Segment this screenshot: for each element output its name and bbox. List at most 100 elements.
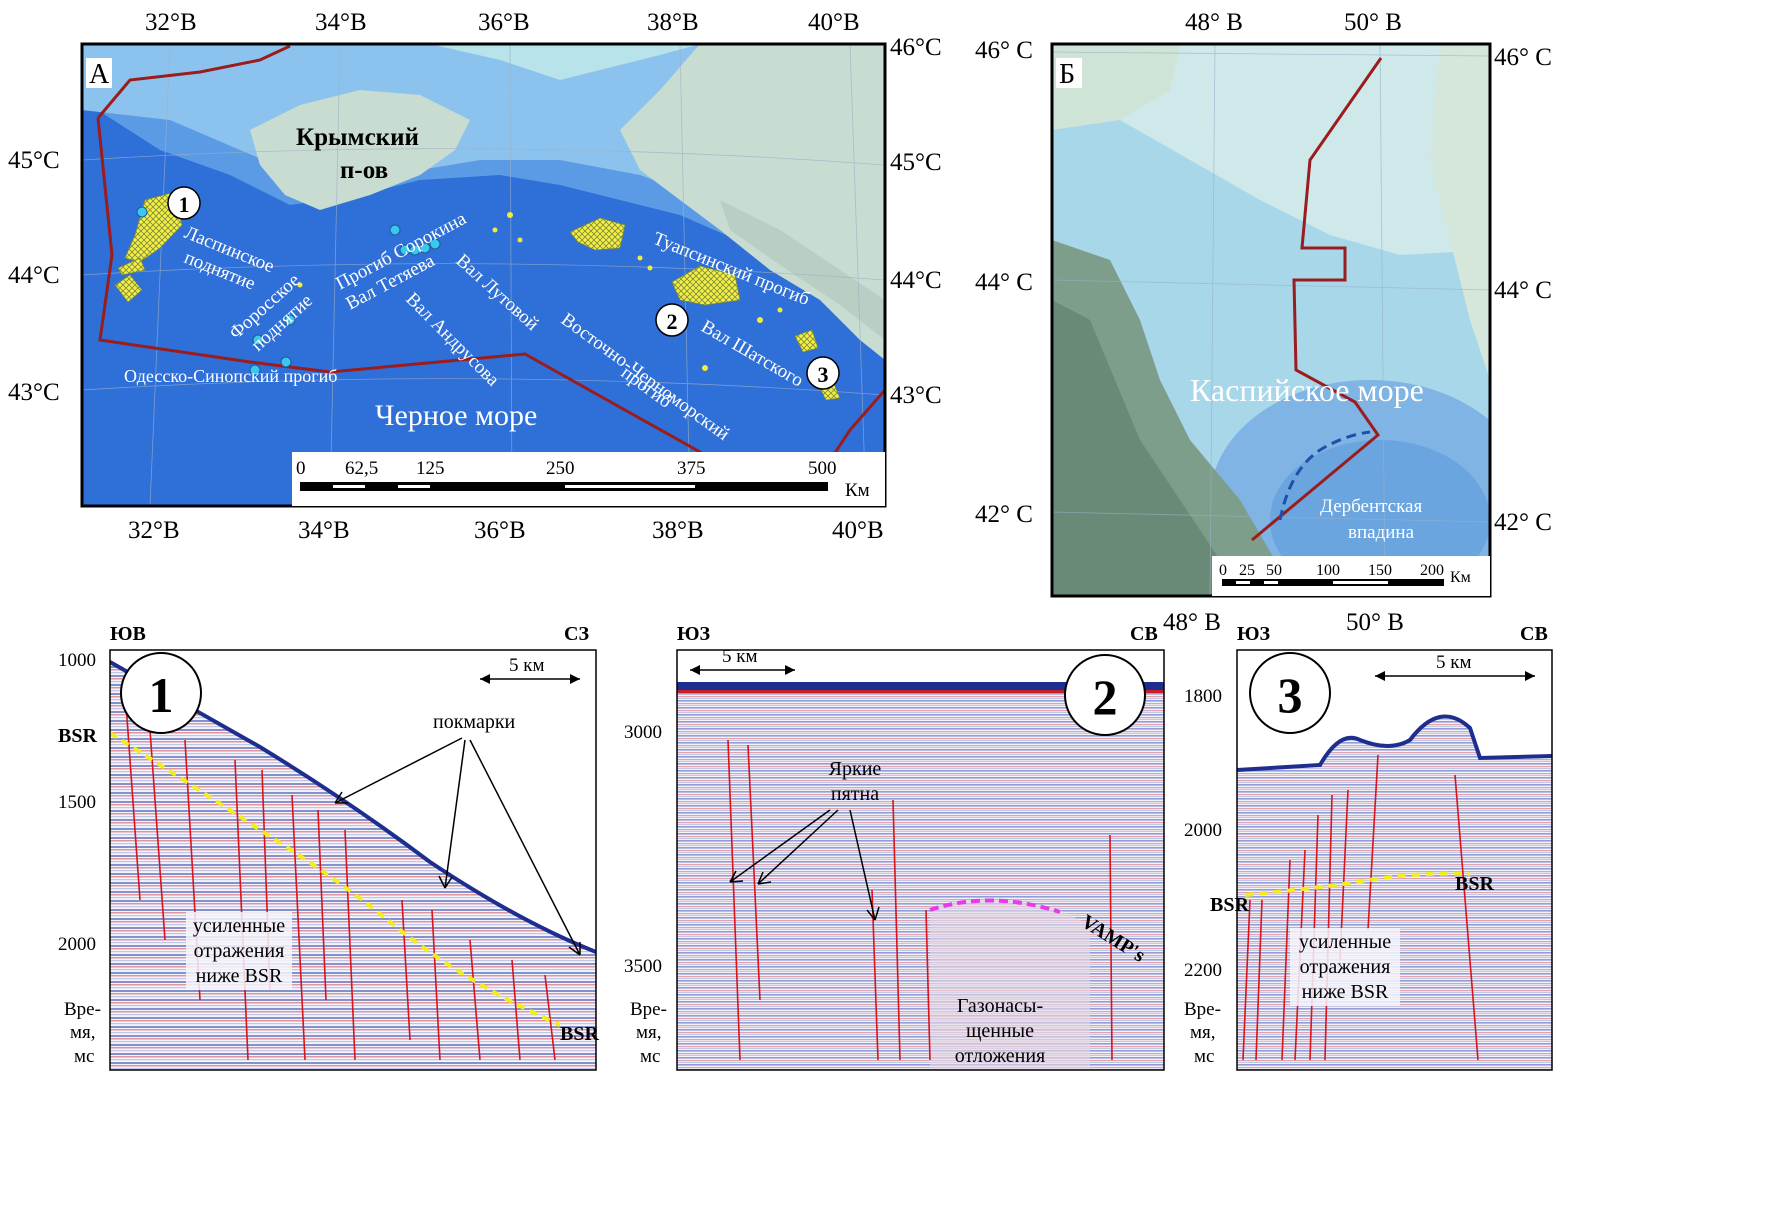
- profile-2-bright-2: пятна: [831, 783, 879, 805]
- profile-3-dir-left: ЮЗ: [1237, 623, 1271, 645]
- profile-3-scale: 5 км: [1375, 652, 1535, 681]
- profile-2-dir-right: СВ: [1130, 623, 1158, 645]
- lon-top-40: 40°В: [808, 9, 860, 36]
- profile-1-bsr-line: [110, 731, 561, 1027]
- profile-3-axis-title-3: мс: [1194, 1046, 1214, 1067]
- profile-3-axis-title-1: Вре-: [1184, 999, 1221, 1020]
- profile-1-pockmarks-label: покмарки: [433, 711, 516, 733]
- profile-2-gas-2: щенные: [966, 1020, 1034, 1042]
- zone-border-north: [96, 44, 291, 119]
- scale-a-bar: [300, 482, 828, 491]
- profile-2-gas-label: Газонасы- щенные отложения: [955, 995, 1046, 1067]
- profile-2-gas-3: отложения: [955, 1045, 1046, 1067]
- peninsula-label-1: Крымский: [296, 124, 419, 151]
- east-shore-land: [1430, 44, 1490, 380]
- profile-1-tick-1500: 1500: [58, 792, 96, 813]
- scale-b-tick-3: 100: [1316, 562, 1340, 579]
- scale-a-tick-2: 125: [416, 458, 445, 479]
- profile-3-number-circle: [1249, 652, 1331, 734]
- profile-1-tick-2000: 2000: [58, 934, 96, 955]
- profile-1-number-circle: [120, 652, 202, 734]
- profile-2-bright-arrows: [729, 809, 880, 921]
- profile-1-frame: [109, 649, 597, 1071]
- profile-1-axis-title-2: мя,: [70, 1022, 96, 1043]
- site-marker-2: [655, 303, 689, 337]
- seep-points: [136, 206, 441, 376]
- profile-3-bsr-right: BSR: [1455, 873, 1494, 895]
- profile-1-scale: 5 км: [480, 655, 580, 684]
- north-shore-land: [1052, 44, 1180, 130]
- profile-2-y-axis: 3000 3500 Вре- мя, мс: [624, 722, 667, 1067]
- zone-border: [96, 117, 762, 506]
- profile-2-tick-3000: 3000: [624, 722, 662, 743]
- profile-2-scale: 5 км: [690, 646, 795, 675]
- b-lat-left-42: 42° С: [975, 501, 1033, 528]
- profile-2-tick-3500: 3500: [624, 956, 662, 977]
- site-marker-3: [806, 356, 840, 390]
- scale-b-unit: Км: [1450, 569, 1471, 586]
- sea-label: Черное море: [375, 399, 537, 432]
- lon-bottom-32: 32°В: [128, 517, 180, 544]
- profile-2-number: 2: [1093, 669, 1118, 725]
- profile-1-y-axis: 1000 1500 2000 Вре- мя, мс: [58, 650, 101, 1067]
- profile-1-bsr-right: BSR: [560, 1023, 599, 1045]
- profile-1-pockmark-arrows: [334, 737, 581, 956]
- site-markers: 1 2 3: [167, 186, 840, 390]
- profile-2-bright-1: Яркие: [829, 758, 882, 780]
- odessa-label: Одесско-Синопский прогиб: [124, 366, 337, 386]
- map-a-scale-bar: 0 62,5 125 250 375 500 Км: [292, 452, 885, 506]
- lat-right-46: 46°С: [890, 34, 942, 61]
- b-lon-top-50: 50° В: [1344, 9, 1402, 36]
- caspian-sea-map: Б 48° В 50° В 48° В 50° В 46° С 44° С 42…: [975, 9, 1552, 636]
- profile-2-scale-label: 5 км: [722, 646, 758, 667]
- profile-1-enhanced-1: усиленные: [193, 915, 285, 937]
- lat-right-44: 44°С: [890, 267, 942, 294]
- map-b-letter-bg: [1056, 58, 1082, 88]
- map-a-letter: А: [89, 59, 110, 90]
- b-lon-bottom-48: 48° В: [1163, 609, 1221, 636]
- profile-3-enhanced-2: отражения: [1300, 956, 1391, 978]
- scale-b-tick-5: 200: [1420, 562, 1444, 579]
- scale-a-tick-3: 250: [546, 458, 575, 479]
- lon-top-32: 32°В: [145, 9, 197, 36]
- lat-left-44: 44°С: [8, 262, 60, 289]
- b-lat-right-46: 46° С: [1494, 44, 1552, 71]
- caspian-zone-border: [1251, 57, 1383, 542]
- profile-3-tick-1800: 1800: [1184, 686, 1222, 707]
- scale-a-unit: Км: [845, 480, 870, 501]
- map-b-graticule: [1052, 44, 1490, 596]
- lon-bottom-38: 38°В: [652, 517, 704, 544]
- profile-3-frame: [1236, 649, 1553, 1071]
- profile-2-axis-title-1: Вре-: [630, 999, 667, 1020]
- map-a-coordinates: 32°В 34°В 36°В 38°В 40°В 32°В 34°В 36°В …: [8, 9, 942, 544]
- profile-2-axis-title-3: мс: [640, 1046, 660, 1067]
- b-lon-top-48: 48° В: [1185, 9, 1243, 36]
- profile-3-scale-label: 5 км: [1436, 652, 1472, 673]
- profile-3-enhanced-label: усиленные отражения ниже BSR: [1290, 928, 1400, 1006]
- scale-a-tick-4: 375: [677, 458, 706, 479]
- b-lon-bottom-50: 50° В: [1346, 609, 1404, 636]
- profile-1-axis-title-1: Вре-: [64, 999, 101, 1020]
- profile-1-dir-right: СЗ: [564, 623, 589, 645]
- site-marker-1: [167, 186, 201, 220]
- profile-3-bsr-left: BSR: [1210, 894, 1249, 916]
- peninsula-label-2: п-ов: [340, 157, 388, 184]
- derbent-contour: [1278, 430, 1371, 521]
- lat-left-45: 45°С: [8, 147, 60, 174]
- profile-3-tick-2000: 2000: [1184, 820, 1222, 841]
- scale-a-tick-5: 500: [808, 458, 837, 479]
- profile-1-enhanced-label: усиленные отражения ниже BSR: [186, 912, 292, 990]
- crimea-land: [250, 90, 470, 210]
- caucasus-slope: [720, 200, 885, 340]
- black-sea-map: А 32°В 34°В 36°В 38°В 40°В 32°В 34°В 36°…: [8, 9, 942, 544]
- caucasus-mountains: [1052, 300, 1230, 596]
- lon-top-34: 34°В: [315, 9, 367, 36]
- profile-1-enhanced-2: отражения: [194, 940, 285, 962]
- b-lat-right-44: 44° С: [1494, 277, 1552, 304]
- profile-3-tick-2200: 2200: [1184, 960, 1222, 981]
- map-b-scale-bar: 0 25 50 100 150 200 Км: [1212, 556, 1490, 596]
- map-b-coordinates: 48° В 50° В 48° В 50° В 46° С 44° С 42° …: [975, 9, 1552, 636]
- lat-right-43: 43°С: [890, 382, 942, 409]
- lat-left-43: 43°С: [8, 379, 60, 406]
- caspian-sea-label: Каспийское море: [1190, 372, 1424, 408]
